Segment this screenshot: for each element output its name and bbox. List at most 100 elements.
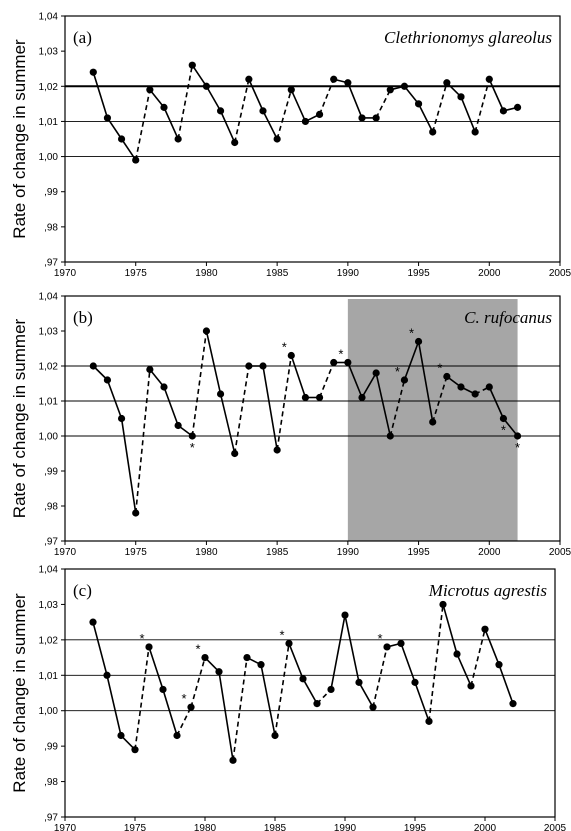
solid-segment [502,417,519,437]
data-point [453,650,461,658]
data-point [174,135,182,143]
solid-segment [414,682,430,722]
plot-frame [64,568,556,818]
panel-label: (b) [73,308,93,327]
solid-segment [106,379,123,419]
significance-asterisk: * [377,631,382,646]
data-point [383,643,391,651]
data-point [132,156,140,164]
solid-segment [403,85,420,105]
data-point [425,717,433,725]
solid-segment [92,621,108,676]
dashed-segment [191,330,208,437]
significance-asterisk: * [181,691,186,706]
data-point [330,358,338,367]
y-tick-label: 1,04 [39,12,59,23]
y-tick-label: ,99 [44,187,58,198]
y-tick-label: 1,02 [39,635,59,646]
x-tick-label: 1985 [266,268,289,279]
data-point [485,383,493,391]
y-tick-label: 1,04 [39,565,59,576]
x-tick-label: 1970 [54,268,77,279]
x-tick-label: 1970 [54,823,77,831]
x-tick-label: 1985 [266,547,289,558]
data-point [273,135,281,143]
data-point [216,107,225,115]
x-tick-label: 1975 [124,823,147,831]
data-point [315,110,324,118]
data-point [273,446,281,454]
data-point [471,128,479,136]
solid-segment [460,96,476,133]
data-point [132,509,140,517]
dashed-segment [375,89,392,119]
data-point [89,618,97,626]
y-tick-label: 1,04 [39,292,59,303]
data-point [103,671,111,679]
y-tick-label: ,99 [44,467,58,478]
x-tick-label: 1980 [195,547,218,558]
solid-segment [163,107,179,140]
data-point [369,703,377,711]
y-tick-label: ,97 [44,258,58,269]
dashed-segment [274,643,290,736]
data-point [301,393,310,402]
data-point [344,358,352,367]
data-point [215,668,223,676]
x-tick-label: 1995 [407,268,430,279]
y-tick-label: 1,00 [39,432,59,443]
data-point [201,653,209,662]
data-point [372,369,380,377]
data-point [174,421,182,430]
dashed-segment [318,78,335,115]
dashed-segment [233,79,250,143]
dashed-segment [428,604,444,722]
data-point [443,79,451,87]
x-tick-label: 1995 [407,547,430,558]
significance-asterisk: * [282,340,287,355]
data-point [131,746,139,754]
solid-segment [106,675,122,736]
data-point [327,685,335,694]
solid-segment [400,643,416,683]
dashed-segment [233,365,250,454]
dashed-segment [318,362,335,398]
solid-segment [442,604,458,655]
x-tick-label: 1990 [337,268,360,279]
x-tick-label: 1975 [125,547,148,558]
y-tick-label: ,98 [44,502,58,513]
data-point [145,643,153,651]
significance-asterisk: * [279,627,284,642]
dashed-segment [176,706,192,736]
data-point [499,414,508,423]
dashed-segment [134,369,151,514]
panel-label: (c) [73,581,92,600]
dashed-segment [190,657,206,708]
significance-asterisk: * [437,361,442,376]
data-point [117,414,126,423]
dashed-segment [134,89,151,161]
significance-asterisk: * [409,326,414,341]
y-axis-label: Rate of change in summer [10,318,29,518]
y-axis-label: Rate of change in summer [10,593,29,793]
solid-segment [417,341,434,423]
data-point [457,383,465,391]
significance-asterisk: * [515,440,520,455]
data-point [229,756,237,764]
dashed-segment [232,657,248,761]
plot-frame [64,15,561,263]
solid-segment [205,85,222,112]
data-point [160,103,168,111]
data-point [439,600,447,609]
data-point [400,82,409,90]
y-tick-label: ,99 [44,742,58,753]
solid-segment [262,110,278,140]
data-point [429,418,437,426]
solid-segment [330,614,346,690]
x-tick-label: 2005 [549,547,571,558]
y-tick-label: 1,01 [39,671,59,682]
solid-segment [484,628,500,665]
chart-title: Clethrionomys glareolus [384,28,552,47]
data-point [231,449,239,458]
